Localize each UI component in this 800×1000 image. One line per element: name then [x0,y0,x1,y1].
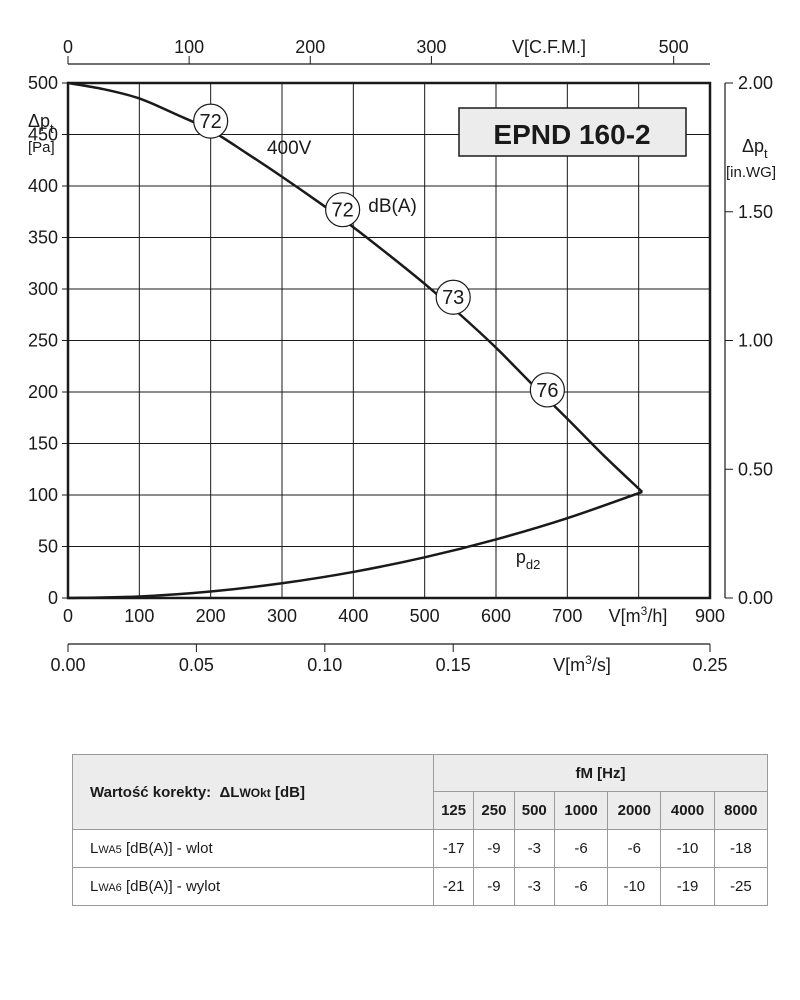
frequency-band-header: 1000 [553,791,609,830]
top-tick-label: 200 [295,37,325,57]
right-axis-label: Δpt [742,136,768,161]
row-label: LWA6 [dB(A)] - wylot [72,867,434,906]
db-unit-label: dB(A) [368,196,417,217]
m3s-axis-label: V[m3/s] [553,653,611,675]
correction-value: -9 [473,867,515,906]
y-tick-label: 500 [28,73,58,93]
db-marker-label: 72 [332,200,354,222]
correction-header-symbol: ΔLWOkt [dB] [219,783,305,801]
chart-grid [68,83,710,598]
correction-value: -9 [473,829,515,868]
frequency-header: fM [Hz] [432,754,769,792]
right-tick-label: 1.00 [738,331,773,351]
x-tick-label: 300 [267,606,297,626]
chart-axes: 0 50 100 150 200 250 300 350 400 450 500 Δpt [Pa] 0.0… [28,37,776,675]
table-row: LWA6 [dB(A)] - wylot -21 -9 -3 -6 -10 -19 -25 [72,867,769,906]
correction-value: -6 [607,829,662,868]
y-axis-unit: [Pa] [28,139,55,156]
frequency-band-header: 250 [473,791,515,830]
x-tick-label: 500 [410,606,440,626]
right-tick-label: 0.00 [738,588,773,608]
db-marker-circle [193,103,229,139]
top-tick-label: 100 [174,37,204,57]
fan-performance-chart: 0 50 100 150 200 250 300 350 400 450 500 Δpt [Pa] 0.0… [28,37,776,675]
top-tick-label: 0 [63,37,73,57]
series-line-pd2 [67,490,643,600]
x-axis-label: V[m3/h] [609,604,668,626]
chart-marks: 72 72 73 76 400V dB(A) pd2 [193,103,565,572]
correction-value: -6 [553,829,609,868]
y-tick-label: 450 [28,125,58,145]
correction-value: -18 [713,829,769,868]
y-tick-label: 300 [28,279,58,299]
y-axis-label: Δpt [28,111,54,136]
y-tick-label: 250 [28,331,58,351]
right-tick-label: 0.50 [738,459,773,479]
frequency-band-header: 2000 [607,791,662,830]
correction-value: -3 [513,829,555,868]
x-tick-label: 900 [695,606,725,626]
x-tick-label: 400 [338,606,368,626]
y-tick-label: 400 [28,176,58,196]
correction-table: Wartość korekty: ΔLWOkt [dB] fM [Hz] 125… [72,754,769,906]
y-tick-label: 350 [28,228,58,248]
m3s-tick-label: 0.15 [436,655,471,675]
top-tick-label: 500 [659,37,689,57]
chart-title-box: EPND 160-2 [458,107,687,157]
y-tick-label: 100 [28,485,58,505]
m3s-tick-label: 0.25 [692,655,727,675]
correction-value: -17 [432,829,475,868]
frequency-band-header: 4000 [660,791,715,830]
correction-value: -25 [713,867,769,906]
x-tick-label: 0 [63,606,73,626]
db-marker-circle [325,192,361,228]
y-tick-label: 200 [28,382,58,402]
right-tick-label: 2.00 [738,73,773,93]
m3s-tick-label: 0.00 [50,655,85,675]
right-axis-unit: [in.WG] [726,164,776,181]
x-tick-label: 100 [124,606,154,626]
correction-value: -19 [660,867,715,906]
correction-value: -10 [607,867,662,906]
db-marker-circle [435,279,471,315]
correction-header-label: Wartość korekty: [90,783,212,801]
correction-value: -10 [660,829,715,868]
x-tick-label: 600 [481,606,511,626]
frequency-band-header: 500 [513,791,555,830]
frequency-band-header: 125 [432,791,475,830]
correction-value: -21 [432,867,475,906]
correction-header: Wartość korekty: ΔLWOkt [dB] [72,754,434,830]
frequency-band-header: 8000 [713,791,769,830]
db-marker-label: 72 [200,111,222,133]
x-tick-label: 700 [552,606,582,626]
y-tick-label: 0 [48,588,58,608]
voltage-label: 400V [267,138,312,159]
correction-value: -3 [513,867,555,906]
db-marker-label: 73 [442,287,464,309]
db-marker-label: 76 [536,380,558,402]
chart-title: EPND 160-2 [493,119,650,150]
pd2-curve-label: pd2 [516,547,540,572]
db-marker-circle [529,372,565,408]
m3s-tick-label: 0.10 [307,655,342,675]
right-tick-label: 1.50 [738,202,773,222]
row-label: LWA5 [dB(A)] - wlot [72,829,434,868]
top-tick-label: 300 [416,37,446,57]
x-tick-label: 200 [196,606,226,626]
table-row: LWA5 [dB(A)] - wlot -17 -9 -3 -6 -6 -10 -18 [72,829,769,868]
frequency-band-row: 125 250 500 1000 2000 4000 8000 [73,791,769,830]
y-tick-label: 150 [28,434,58,454]
y-tick-label: 50 [38,537,58,557]
top-axis-label: V[C.F.M.] [512,37,586,57]
correction-value: -6 [553,867,609,906]
m3s-tick-label: 0.05 [179,655,214,675]
